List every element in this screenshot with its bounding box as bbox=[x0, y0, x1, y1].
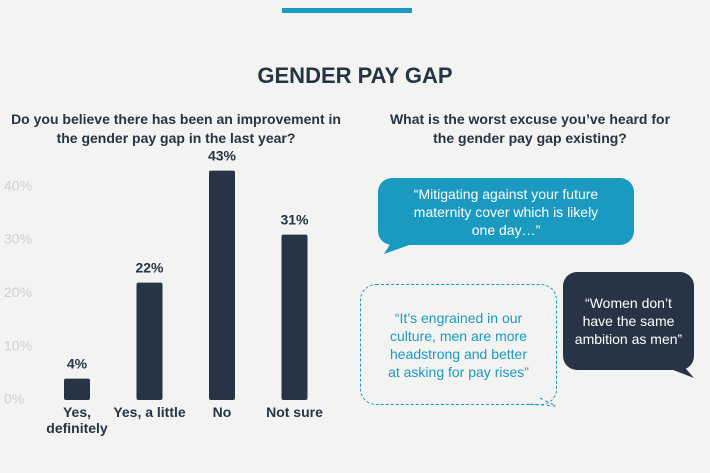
top-accent bbox=[282, 8, 412, 13]
bar bbox=[209, 170, 235, 400]
question: What is the worst excuse you’ve heard fo… bbox=[389, 111, 671, 146]
bar bbox=[281, 234, 308, 400]
y-tick-label: 0% bbox=[4, 391, 24, 407]
bar bbox=[64, 378, 90, 400]
quote-bubble: “Mitigating against your future maternit… bbox=[378, 178, 634, 245]
y-tick-label: 40% bbox=[4, 177, 32, 193]
value-label: 4% bbox=[67, 355, 88, 371]
x-tick-label: Not sure bbox=[266, 404, 323, 420]
chart-title: GENDER PAY GAP bbox=[257, 63, 452, 88]
value-label: 22% bbox=[135, 259, 164, 275]
y-tick-label: 20% bbox=[4, 284, 32, 300]
quote-bubble: “It’s engrained in our culture, men are … bbox=[360, 284, 557, 405]
value-label: 43% bbox=[208, 147, 237, 163]
x-tick-label: No bbox=[212, 404, 232, 420]
y-tick-label: 10% bbox=[4, 337, 32, 353]
x-tick-label: Yes, a little bbox=[113, 404, 186, 420]
value-label: 31% bbox=[280, 211, 309, 227]
bar bbox=[136, 282, 163, 400]
chart-subtitle: Do you believe there has been an improve… bbox=[11, 111, 341, 146]
x-tick-label: Yes, definitely bbox=[46, 404, 108, 436]
quote-bubble: “Women don’t have the same ambition as m… bbox=[563, 272, 694, 370]
y-tick-label: 30% bbox=[4, 231, 32, 247]
